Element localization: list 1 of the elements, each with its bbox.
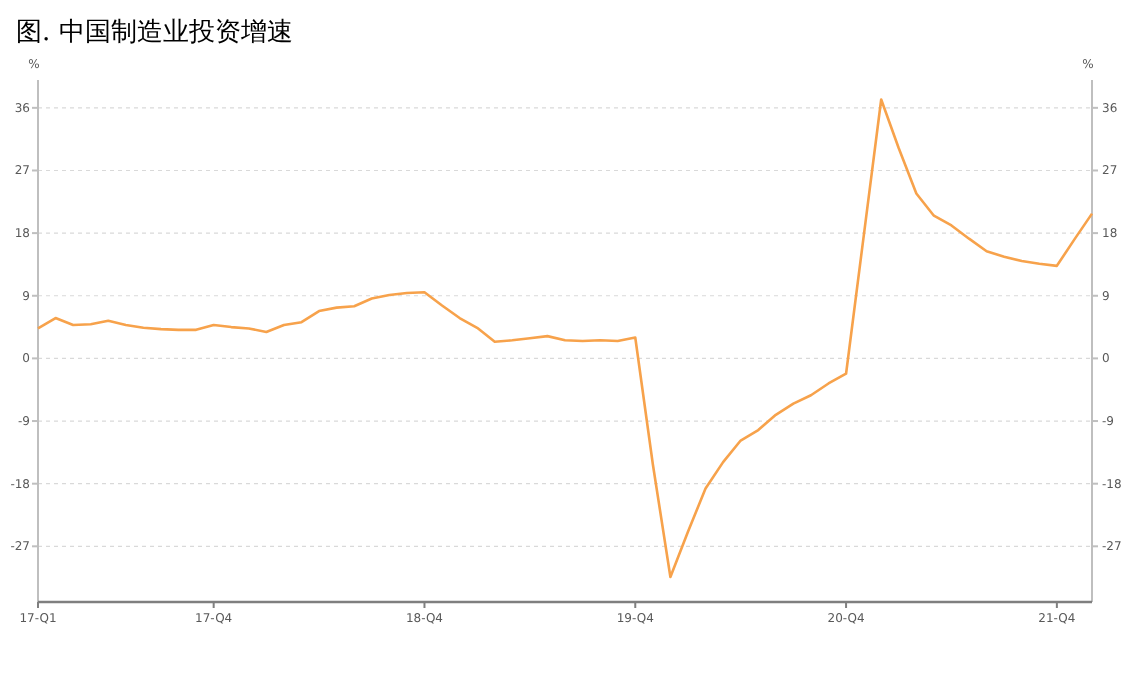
title: 图. 中国制造业投资增速 (16, 18, 293, 48)
